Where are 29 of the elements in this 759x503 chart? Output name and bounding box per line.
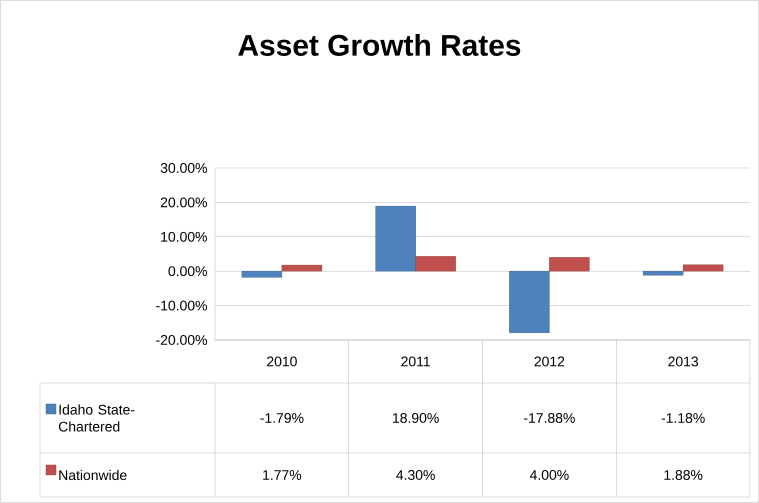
data-label: 1.77%: [263, 470, 302, 480]
data-label: -1.79%: [260, 413, 304, 423]
y-tick-label: -20.00%: [156, 335, 207, 345]
x-tick-label: 2010: [267, 356, 297, 366]
y-tick-label: 20.00%: [160, 197, 207, 208]
bar: [682, 264, 724, 272]
data-label: -1.18%: [662, 413, 705, 423]
data-label: 4.30%: [396, 470, 435, 480]
data-label: -17.88%: [524, 413, 575, 423]
y-tick-label: -10.00%: [156, 300, 207, 311]
bar: [375, 206, 416, 272]
bar: [509, 270, 550, 333]
data-label: 18.90%: [393, 413, 439, 423]
y-tick-label: 10.00%: [161, 232, 207, 242]
y-tick-label: 0.00%: [168, 266, 207, 276]
legend-label: Idaho State-Chartered: [58, 404, 134, 432]
x-tick-label: 2011: [401, 356, 430, 366]
legend-label: Nationwide: [59, 470, 127, 480]
data-label: 1.88%: [664, 470, 702, 480]
bar: [415, 256, 456, 272]
x-tick-label: 2013: [668, 356, 698, 366]
y-tick-label: 30.00%: [160, 163, 207, 173]
bar: [242, 270, 282, 278]
bar: [642, 270, 684, 276]
data-label: 4.00%: [530, 470, 569, 480]
bar: [282, 264, 322, 272]
chart-title: Asset Growth Rates: [238, 34, 520, 56]
bar: [549, 257, 590, 272]
x-tick-label: 2012: [534, 356, 564, 366]
